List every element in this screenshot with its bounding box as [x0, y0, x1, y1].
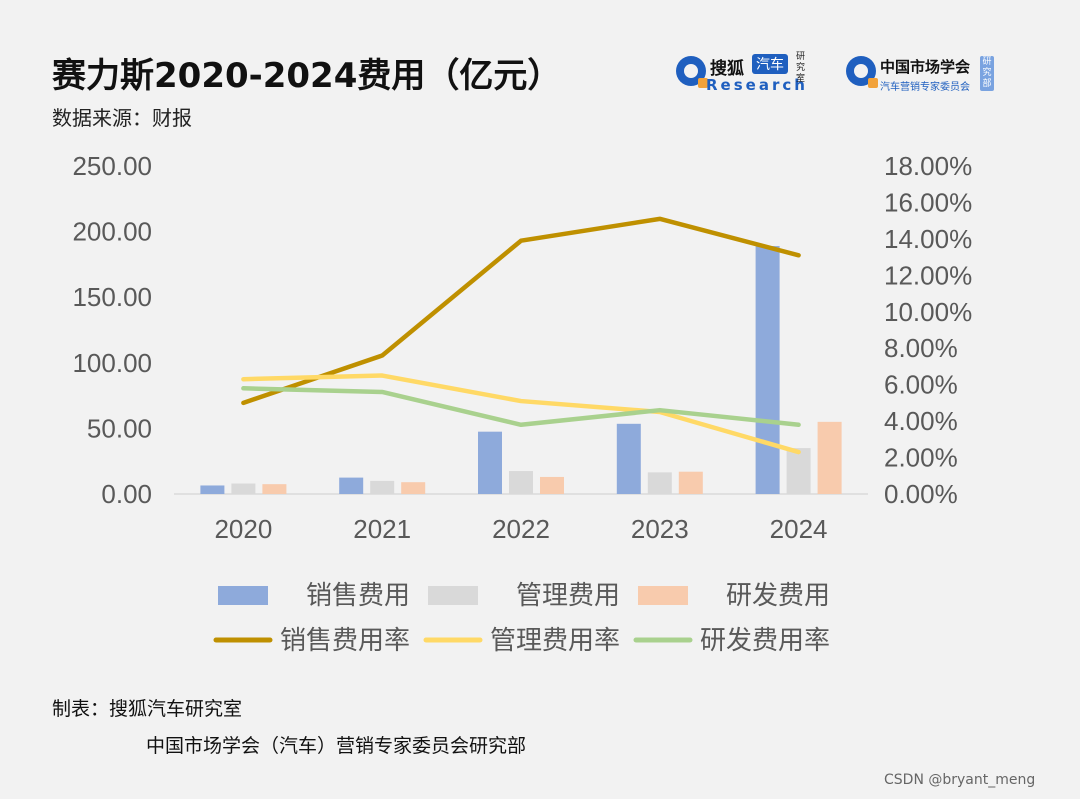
- bar-rd-expense: [540, 476, 564, 494]
- y-right-tick-label: 12.00%: [884, 260, 972, 290]
- bar-admin-expense: [786, 448, 811, 494]
- legend-label-line: 销售费用率: [280, 625, 410, 655]
- x-tick-label: 2021: [353, 514, 411, 544]
- y-right-tick-label: 6.00%: [884, 370, 958, 400]
- cma-logo: 中国市场学会 汽车营销专家委员会 研究部: [846, 50, 1006, 94]
- y-right-tick-label: 8.00%: [884, 333, 958, 363]
- footer-credit-2: 中国市场学会（汽车）营销专家委员会研究部: [146, 735, 527, 757]
- legend-swatch-bar: [638, 586, 688, 605]
- bar-rd-expense: [401, 482, 426, 494]
- y-right-tick-label: 14.00%: [884, 224, 972, 254]
- sohu-research-logo: 搜狐 汽车 Research 研究室: [676, 50, 816, 94]
- bar-admin-expense: [509, 471, 533, 494]
- bar-rd-expense: [817, 421, 842, 494]
- legend-label-bar: 销售费用: [306, 580, 410, 610]
- y-left-tick-label: 100.00: [72, 348, 152, 378]
- footer-credit-1: 制表：搜狐汽车研究室: [52, 698, 243, 720]
- admin-rate-line: [241, 373, 801, 455]
- y-right-tick-label: 2.00%: [884, 443, 958, 473]
- watermark: CSDN @bryant_meng: [884, 772, 1036, 788]
- y-right-tick-label: 0.00%: [884, 479, 958, 509]
- chart-title: 赛力斯2020-2024费用（亿元）: [52, 56, 562, 96]
- cma-logo-name: 中国市场学会: [880, 58, 971, 76]
- bar-admin-expense: [231, 483, 256, 494]
- bar-rd-expense: [678, 471, 703, 494]
- data-source: 数据来源：财报: [52, 106, 192, 130]
- y-right-tick-label: 10.00%: [884, 297, 972, 327]
- cma-logo-icon: [846, 56, 878, 88]
- bar-sales-expense: [616, 423, 641, 494]
- expense-chart: 0.00 50.00 100.00 150.00 200.00 250.00 0.00% 2.…: [72, 151, 972, 655]
- legend-swatch-bar: [428, 586, 478, 605]
- legend-label-bar: 研发费用: [726, 580, 830, 610]
- cma-logo-sub: 汽车营销专家委员会: [880, 82, 970, 93]
- bar-sales-expense: [200, 485, 225, 494]
- x-tick-label: 2023: [631, 514, 689, 544]
- bar-sales-expense: [755, 246, 780, 494]
- legend-label-bar: 管理费用: [516, 580, 620, 610]
- legend-label-line: 研发费用率: [700, 625, 830, 655]
- y-left-tick-label: 0.00: [101, 479, 152, 509]
- y-right-tick-label: 18.00%: [884, 151, 972, 181]
- sohu-logo-icon: [676, 56, 708, 88]
- y-right-tick-label: 16.00%: [884, 187, 972, 217]
- bar-admin-expense: [370, 480, 395, 494]
- sales-rate-line: [241, 216, 801, 406]
- x-tick-label: 2024: [770, 514, 828, 544]
- bar-rd-expense: [262, 484, 287, 494]
- rd-rate-line: [241, 386, 801, 428]
- legend-label-line: 管理费用率: [490, 625, 620, 655]
- x-tick-label: 2020: [214, 514, 272, 544]
- legend-swatch-bar: [218, 586, 268, 605]
- bar-admin-expense: [647, 472, 672, 494]
- y-left-tick-label: 250.00: [72, 151, 152, 181]
- sohu-logo-research: Research: [706, 76, 808, 94]
- bar-sales-expense: [478, 431, 502, 494]
- bar-sales-expense: [339, 477, 364, 494]
- y-left-tick-label: 50.00: [87, 413, 152, 443]
- y-left-tick-label: 150.00: [72, 282, 152, 312]
- y-left-tick-label: 200.00: [72, 217, 152, 247]
- x-tick-label: 2022: [492, 514, 550, 544]
- sohu-logo-side: 研究室: [796, 52, 806, 84]
- cma-logo-side: 研究部: [980, 56, 994, 91]
- sohu-logo-badge: 汽车: [752, 54, 788, 74]
- sohu-logo-name: 搜狐: [710, 59, 744, 79]
- y-right-tick-label: 4.00%: [884, 406, 958, 436]
